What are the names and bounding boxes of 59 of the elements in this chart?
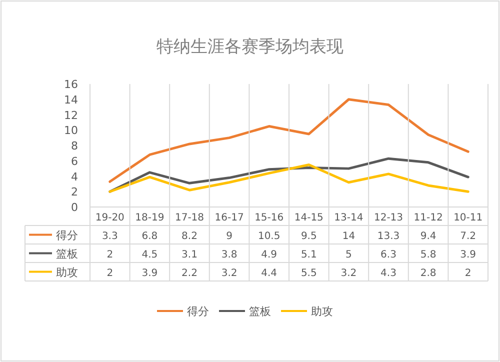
x-tick-label: 16-17 (214, 212, 244, 224)
data-label: 13.3 (377, 230, 400, 242)
data-label: 3.8 (221, 249, 238, 260)
data-label: 3.1 (182, 249, 198, 260)
data-label: 4.4 (261, 268, 278, 279)
text: 助攻 (311, 305, 333, 318)
data-label: 2.2 (182, 268, 198, 279)
data-label: 3.2 (221, 268, 238, 279)
y-tick-label: 2 (71, 186, 78, 199)
x-tick-label: 11-12 (414, 212, 443, 224)
y-tick-label: 6 (71, 154, 78, 168)
y-tick-label: 16 (64, 78, 78, 91)
x-tick-label: 19-20 (95, 212, 124, 224)
data-label: 5.8 (420, 249, 436, 260)
data-label: 2 (464, 268, 472, 279)
y-tick-label: 8 (71, 140, 78, 152)
x-tick-label: 14-15 (294, 212, 324, 224)
data-label: 8.2 (182, 230, 198, 242)
data-label: 14 (342, 230, 356, 242)
data-label: 4.9 (261, 249, 278, 260)
chart-title: 特纳生涯各赛季场均表现 (156, 37, 344, 57)
data-label: 3.9 (142, 268, 158, 279)
data-label: 4.5 (142, 249, 158, 260)
text: 得分 (187, 305, 209, 318)
legend-label: 得分 (56, 228, 78, 242)
y-tick-label: 14 (64, 93, 78, 106)
data-label: 3.2 (340, 268, 357, 279)
data-label: 3.9 (460, 249, 476, 260)
data-label: 3.3 (102, 230, 118, 242)
x-tick-label: 13-14 (334, 212, 364, 224)
data-label: 9.5 (300, 230, 317, 242)
legend-label: 篮板 (56, 247, 78, 260)
data-label: 2 (106, 268, 114, 279)
data-label: 9.4 (420, 230, 436, 242)
y-tick-label: 10 (64, 124, 78, 138)
data-label: 6.3 (380, 249, 396, 260)
data-label: 4.3 (380, 268, 396, 279)
data-label: 5.5 (300, 268, 317, 279)
data-label: 7.2 (460, 230, 476, 242)
x-tick-label: 17-18 (174, 212, 204, 224)
y-tick-label: 12 (64, 108, 78, 122)
data-label: 2.8 (420, 268, 436, 279)
x-tick-label: 18-19 (135, 212, 164, 224)
y-tick-label: 0 (71, 201, 78, 214)
data-label: 9 (226, 230, 232, 242)
y-tick-label: 4 (71, 170, 78, 184)
line-series (108, 163, 470, 193)
data-label: 6.8 (142, 230, 158, 242)
x-tick-label: 12-13 (374, 212, 404, 224)
legend-label: 助攻 (56, 266, 78, 279)
data-label: 10.5 (258, 230, 280, 242)
line-series (108, 157, 470, 193)
x-tick-label: 10-11 (454, 212, 483, 224)
data-label: 5 (346, 249, 352, 260)
data-label: 5.1 (300, 249, 317, 260)
x-tick-label: 15-16 (254, 212, 284, 224)
data-label: 2 (106, 249, 114, 260)
text: 篮板 (249, 305, 271, 318)
line-series (108, 98, 470, 183)
